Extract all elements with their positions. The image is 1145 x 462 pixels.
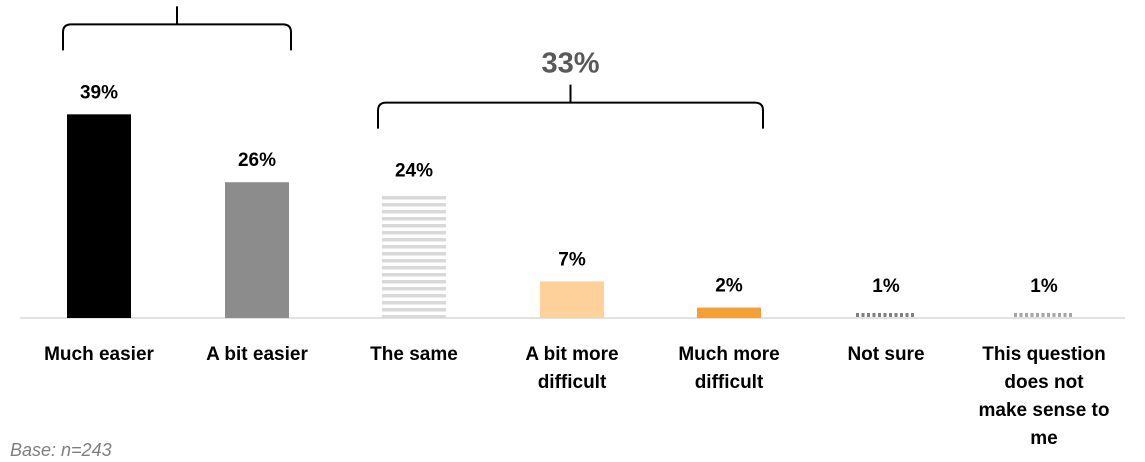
bar-3: [540, 281, 604, 318]
bars-group: [67, 114, 1074, 318]
category-label-line: A bit more: [525, 344, 618, 365]
bracket-group: 65% 33%: [62, 0, 764, 129]
category-label-3: A bit more difficult: [525, 344, 618, 393]
bar-2: [382, 192, 446, 318]
category-label-line: This question: [982, 344, 1106, 365]
bar-0: [67, 114, 131, 318]
category-label-line: me: [1030, 428, 1057, 449]
value-label-5: 1%: [872, 276, 900, 297]
bracket-total-label-1: 33%: [541, 48, 599, 80]
value-labels-group: 39% 26% 24% 7% 2% 1% 1%: [80, 82, 1058, 297]
value-label-0: 39%: [80, 82, 118, 103]
bracket-0: [62, 6, 292, 51]
category-label-6: This question does not make sense to me: [979, 344, 1110, 449]
category-label-line: The same: [370, 344, 458, 365]
category-label-line: make sense to: [979, 400, 1110, 421]
value-label-1: 26%: [238, 150, 276, 171]
category-label-line: Much more: [678, 344, 779, 365]
value-label-6: 1%: [1030, 276, 1058, 297]
category-label-2: The same: [370, 344, 458, 365]
category-label-4: Much more difficult: [678, 344, 779, 393]
value-label-4: 2%: [715, 276, 743, 297]
value-label-2: 24%: [395, 161, 433, 182]
category-labels-group: Much easier A bit easier The same A bit mor…: [44, 344, 1109, 449]
category-label-line: difficult: [538, 372, 607, 393]
category-label-line: A bit easier: [206, 344, 308, 365]
bar-4: [697, 307, 761, 318]
value-label-3: 7%: [558, 249, 586, 270]
category-label-0: Much easier: [44, 344, 154, 365]
bracket-1: [377, 84, 764, 129]
base-footnote: Base: n=243: [10, 440, 112, 460]
bracket-total-label-0: 65%: [148, 0, 206, 1]
category-label-line: Much easier: [44, 344, 154, 365]
category-label-1: A bit easier: [206, 344, 308, 365]
category-label-line: Not sure: [847, 344, 924, 365]
category-label-line: difficult: [695, 372, 764, 393]
category-label-line: does not: [1004, 372, 1084, 393]
category-label-5: Not sure: [847, 344, 924, 365]
bar-1: [225, 182, 289, 318]
